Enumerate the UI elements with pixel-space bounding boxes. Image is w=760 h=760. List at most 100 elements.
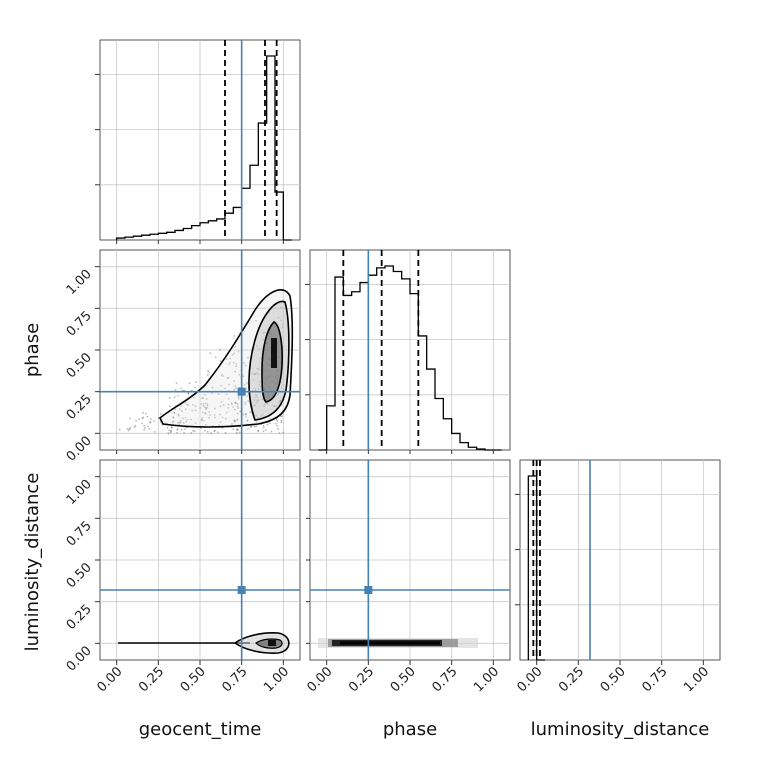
scatter-point	[262, 332, 265, 334]
scatter-point	[153, 420, 155, 423]
scatter-point	[229, 361, 232, 364]
scatter-point	[149, 421, 151, 424]
y-axis-label-phase: phase	[22, 323, 43, 377]
scatter-point	[191, 409, 194, 412]
scatter-point	[276, 425, 279, 427]
scatter-point	[170, 429, 173, 432]
scatter-point	[236, 428, 239, 430]
scatter-point	[282, 431, 285, 434]
scatter-point	[176, 427, 179, 430]
scatter-point	[256, 395, 258, 398]
scatter-point	[244, 401, 247, 404]
scatter-point	[168, 397, 171, 399]
scatter-point	[271, 404, 274, 407]
scatter-point	[263, 405, 266, 408]
scatter-point	[200, 418, 203, 421]
scatter-point	[235, 363, 238, 365]
scatter-point	[242, 375, 245, 378]
scatter-point	[182, 422, 185, 424]
scatter-point	[230, 403, 233, 406]
scatter-point	[201, 416, 204, 419]
density-band-phase-lum	[318, 638, 478, 648]
scatter-point	[270, 430, 273, 433]
x-axis-label-luminosity-distance: luminosity_distance	[531, 719, 710, 740]
scatter-point	[281, 326, 284, 329]
hist-step-phase	[318, 265, 502, 451]
x-axis-label-geocent-time: geocent_time	[139, 719, 262, 740]
scatter-point	[233, 380, 236, 382]
scatter-point	[178, 408, 181, 411]
scatter-point	[236, 403, 239, 405]
scatter-point	[173, 411, 176, 414]
scatter-point	[192, 397, 195, 399]
scatter-point	[257, 373, 260, 375]
scatter-point	[269, 422, 271, 425]
scatter-point	[177, 413, 180, 416]
scatter-point	[253, 373, 256, 376]
panel-hist-geocent-time	[95, 39, 301, 241]
scatter-point	[254, 319, 257, 322]
tick-label: 0.00	[94, 664, 125, 695]
scatter-point	[168, 429, 170, 432]
scatter-point	[258, 381, 261, 384]
scatter-point	[128, 428, 131, 430]
scatter-point	[205, 407, 207, 410]
scatter-point	[190, 418, 193, 421]
scatter-point	[243, 383, 246, 386]
scatter-point	[261, 398, 263, 400]
scatter-point	[180, 405, 182, 407]
scatter-point	[242, 413, 245, 416]
tick-label: 0.75	[64, 519, 95, 550]
scatter-point	[217, 431, 219, 434]
scatter-point	[183, 428, 186, 430]
scatter-point	[257, 399, 260, 402]
scatter-point	[234, 402, 237, 405]
tick-label: 0.75	[64, 309, 95, 340]
scatter-point	[225, 411, 228, 414]
scatter-point	[201, 411, 204, 414]
scatter-point	[193, 430, 196, 433]
scatter-point	[227, 403, 230, 406]
scatter-point	[209, 352, 212, 355]
tick-label: 0.50	[598, 664, 629, 695]
hist-step-geocent-time	[116, 55, 292, 241]
scatter-point	[219, 413, 221, 416]
scatter-point	[277, 428, 280, 430]
scatter-point	[276, 420, 279, 422]
scatter-point	[249, 426, 252, 428]
scatter-point	[234, 370, 237, 373]
scatter-point	[245, 415, 247, 418]
scatter-point	[146, 415, 149, 418]
quantile-lines-phase	[342, 250, 420, 450]
scatter-point	[176, 431, 178, 434]
scatter-point	[134, 425, 137, 427]
scatter-point	[224, 387, 226, 390]
scatter-point	[170, 426, 173, 429]
scatter-point	[194, 381, 197, 383]
scatter-point	[281, 383, 284, 386]
scatter-point	[256, 416, 259, 419]
scatter-point	[207, 369, 209, 372]
scatter-point	[264, 428, 267, 431]
scatter-point	[232, 428, 234, 431]
scatter-point	[277, 401, 280, 404]
scatter-point	[254, 396, 257, 398]
tick-label: 0.25	[556, 664, 587, 695]
scatter-point	[222, 404, 225, 406]
tick-label: 0.25	[136, 664, 167, 695]
scatter-point	[184, 416, 187, 419]
scatter-point	[228, 383, 230, 386]
scatter-point	[187, 392, 190, 395]
scatter-point	[258, 348, 261, 350]
scatter-point	[269, 417, 271, 420]
scatter-point	[149, 421, 152, 423]
tick-label: 0.50	[178, 664, 209, 695]
density-contours-geo-phase	[159, 289, 294, 428]
scatter-point	[245, 413, 247, 416]
scatter-point	[278, 432, 281, 435]
scatter-point	[179, 419, 182, 422]
scatter-point	[279, 399, 282, 402]
grid-geo-lum	[100, 460, 300, 660]
scatter-point	[206, 430, 209, 433]
scatter-point	[126, 428, 129, 430]
